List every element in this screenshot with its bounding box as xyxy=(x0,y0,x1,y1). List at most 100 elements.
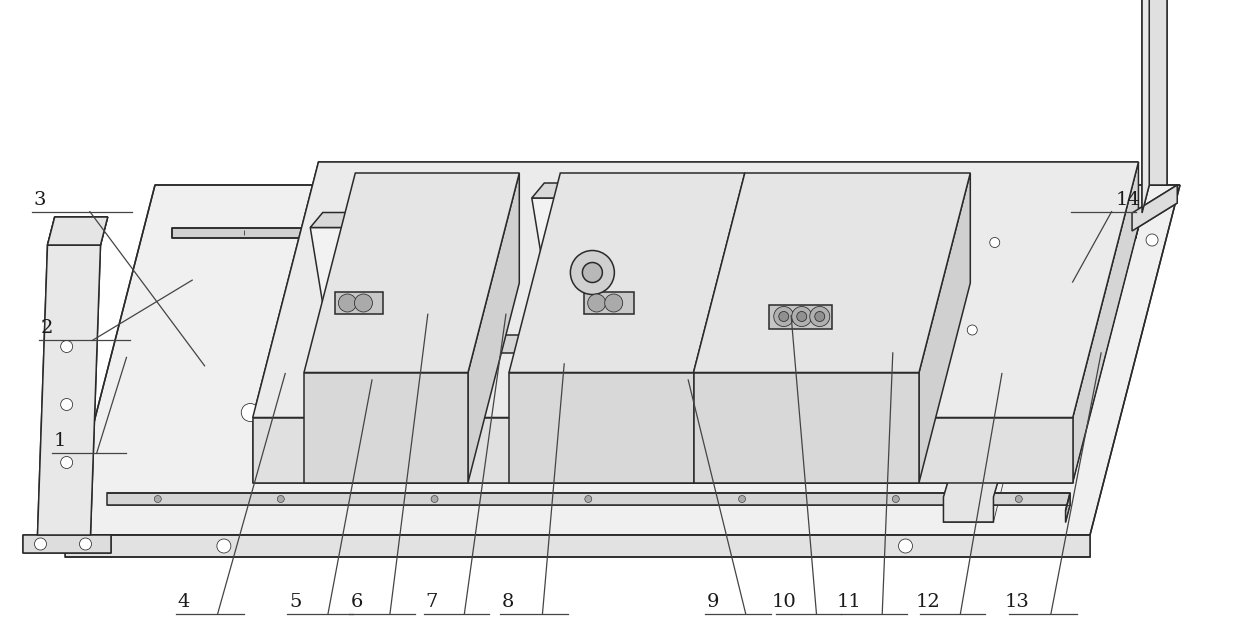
Polygon shape xyxy=(624,198,686,283)
Polygon shape xyxy=(1149,0,1167,185)
Polygon shape xyxy=(467,173,520,482)
Text: 13: 13 xyxy=(1004,593,1029,611)
Circle shape xyxy=(990,238,999,247)
Polygon shape xyxy=(358,213,384,312)
Text: 3: 3 xyxy=(33,191,46,209)
Text: 12: 12 xyxy=(915,593,940,611)
Polygon shape xyxy=(392,227,454,312)
Polygon shape xyxy=(310,213,384,227)
Circle shape xyxy=(588,294,605,312)
Circle shape xyxy=(967,325,977,335)
Circle shape xyxy=(154,495,161,502)
Circle shape xyxy=(605,294,622,312)
Text: 14: 14 xyxy=(1116,191,1141,209)
Polygon shape xyxy=(310,227,372,312)
Circle shape xyxy=(815,312,825,321)
Polygon shape xyxy=(64,185,1180,535)
Circle shape xyxy=(660,325,670,335)
Polygon shape xyxy=(672,183,698,283)
Polygon shape xyxy=(693,372,919,482)
Polygon shape xyxy=(304,372,467,482)
Circle shape xyxy=(557,325,567,335)
Polygon shape xyxy=(567,220,580,360)
Polygon shape xyxy=(1142,0,1149,213)
Polygon shape xyxy=(37,245,100,535)
Polygon shape xyxy=(769,305,832,328)
Circle shape xyxy=(432,495,438,502)
Circle shape xyxy=(792,307,812,327)
Text: 8: 8 xyxy=(502,593,515,611)
Text: 6: 6 xyxy=(351,593,363,611)
Circle shape xyxy=(61,341,73,352)
Circle shape xyxy=(899,539,913,553)
Polygon shape xyxy=(253,417,1073,482)
Polygon shape xyxy=(107,493,1070,505)
Circle shape xyxy=(580,238,590,247)
Circle shape xyxy=(79,538,92,550)
Polygon shape xyxy=(944,352,1035,522)
Circle shape xyxy=(810,307,830,327)
Polygon shape xyxy=(584,292,634,314)
Polygon shape xyxy=(172,227,1136,238)
Circle shape xyxy=(355,294,372,312)
Circle shape xyxy=(797,312,807,321)
Polygon shape xyxy=(532,198,594,283)
Polygon shape xyxy=(64,535,1090,557)
Polygon shape xyxy=(47,217,108,245)
Circle shape xyxy=(583,263,603,283)
Circle shape xyxy=(558,364,569,376)
Polygon shape xyxy=(693,173,745,482)
Circle shape xyxy=(1146,234,1158,246)
Circle shape xyxy=(888,238,898,247)
Circle shape xyxy=(864,325,874,335)
Polygon shape xyxy=(253,162,1138,417)
Circle shape xyxy=(682,238,692,247)
Circle shape xyxy=(779,312,789,321)
Circle shape xyxy=(785,238,795,247)
Circle shape xyxy=(374,238,384,247)
Circle shape xyxy=(242,404,259,422)
Polygon shape xyxy=(508,372,693,482)
Polygon shape xyxy=(624,183,698,198)
Circle shape xyxy=(774,307,794,327)
Circle shape xyxy=(278,495,284,502)
Circle shape xyxy=(339,294,356,312)
Polygon shape xyxy=(919,173,970,482)
Polygon shape xyxy=(1073,162,1138,482)
Polygon shape xyxy=(1132,185,1177,231)
Polygon shape xyxy=(580,183,606,283)
Circle shape xyxy=(893,495,899,502)
Circle shape xyxy=(1016,495,1022,502)
Polygon shape xyxy=(532,183,606,198)
Polygon shape xyxy=(402,335,520,353)
Circle shape xyxy=(61,399,73,410)
Text: 5: 5 xyxy=(289,593,301,611)
Circle shape xyxy=(477,238,487,247)
Text: 10: 10 xyxy=(771,593,796,611)
Polygon shape xyxy=(1136,217,1138,238)
Polygon shape xyxy=(1065,493,1070,522)
Circle shape xyxy=(614,364,626,376)
Polygon shape xyxy=(47,217,108,245)
Polygon shape xyxy=(336,292,383,314)
Circle shape xyxy=(217,539,231,553)
Polygon shape xyxy=(547,360,637,380)
Circle shape xyxy=(35,538,47,550)
Text: 7: 7 xyxy=(425,593,438,611)
Circle shape xyxy=(763,325,773,335)
Circle shape xyxy=(61,457,73,468)
Text: 1: 1 xyxy=(53,432,66,450)
Circle shape xyxy=(401,333,423,355)
Circle shape xyxy=(739,495,745,502)
Polygon shape xyxy=(508,173,745,372)
Polygon shape xyxy=(22,535,110,553)
Text: 2: 2 xyxy=(41,319,53,337)
Polygon shape xyxy=(304,173,520,372)
Text: 4: 4 xyxy=(177,593,190,611)
Polygon shape xyxy=(440,213,466,312)
Polygon shape xyxy=(603,220,616,360)
Text: 9: 9 xyxy=(707,593,719,611)
Circle shape xyxy=(585,495,591,502)
Circle shape xyxy=(570,251,614,294)
Circle shape xyxy=(455,325,465,335)
